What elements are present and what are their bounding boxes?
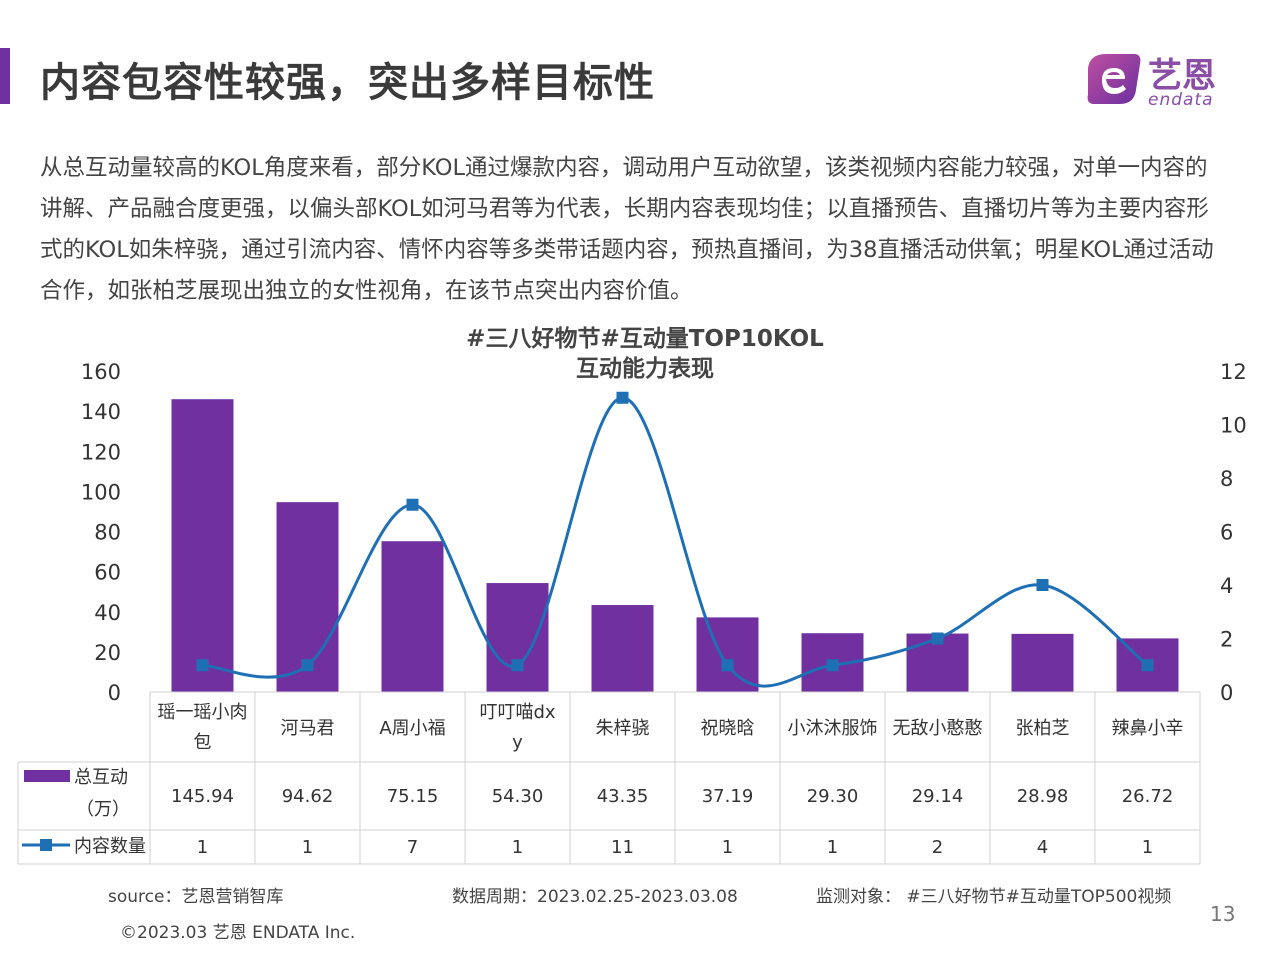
right-axis-tick-label: 8 bbox=[1220, 467, 1233, 491]
left-axis-tick-label: 140 bbox=[81, 400, 121, 424]
right-axis-tick-label: 0 bbox=[1220, 681, 1233, 705]
line-point bbox=[1036, 579, 1049, 591]
category-label: 张柏芝 bbox=[1016, 718, 1070, 739]
data-label-count: 1 bbox=[722, 837, 733, 858]
line-point bbox=[301, 659, 314, 672]
category-label: 河马君 bbox=[281, 718, 335, 739]
data-label-total: 94.62 bbox=[282, 786, 334, 807]
left-axis-tick-label: 80 bbox=[94, 521, 121, 545]
left-axis-tick-label: 0 bbox=[108, 681, 121, 705]
chart-title-block: #三八好物节#互动量TOP10KOL 互动能力表现 bbox=[345, 324, 945, 384]
footer-copyright: ©2023.03 艺恩 ENDATA Inc. bbox=[120, 923, 356, 943]
left-axis-tick-label: 100 bbox=[81, 480, 121, 504]
bar bbox=[1011, 633, 1074, 692]
right-axis-tick-label: 10 bbox=[1220, 414, 1247, 438]
line-point bbox=[616, 391, 629, 404]
legend-line-label: 内容数量 bbox=[74, 836, 146, 857]
data-label-total: 54.30 bbox=[492, 786, 544, 807]
data-label-total: 28.98 bbox=[1017, 786, 1069, 807]
right-axis-tick-label: 4 bbox=[1220, 574, 1233, 598]
right-axis-tick-label: 2 bbox=[1220, 628, 1233, 652]
right-axis-tick-label: 12 bbox=[1220, 360, 1247, 384]
category-label: 辣鼻小辛 bbox=[1112, 718, 1184, 739]
page-number: 13 bbox=[1210, 902, 1236, 926]
left-axis-tick-label: 120 bbox=[81, 440, 121, 464]
data-label-count: 7 bbox=[407, 837, 418, 858]
left-axis-tick-label: 20 bbox=[94, 641, 121, 665]
series-line bbox=[202, 396, 1149, 688]
data-label-total: 75.15 bbox=[387, 786, 439, 807]
endata-logo: 艺恩 endata bbox=[1082, 48, 1242, 118]
footer-target: 监测对象： #三八好物节#互动量TOP500视频 bbox=[816, 887, 1172, 907]
right-axis-tick-label: 6 bbox=[1220, 521, 1233, 545]
data-label-total: 145.94 bbox=[171, 786, 234, 807]
category-label: 无敌小憨憨 bbox=[893, 718, 983, 739]
data-label-count: 1 bbox=[302, 837, 313, 858]
category-label: A周小福 bbox=[379, 718, 445, 739]
bar bbox=[486, 583, 549, 692]
page-title: 内容包容性较强，突出多样目标性 bbox=[40, 60, 655, 106]
data-label-total: 29.14 bbox=[912, 786, 964, 807]
data-label-total: 26.72 bbox=[1122, 786, 1174, 807]
data-label-count: 1 bbox=[197, 837, 208, 858]
data-label-count: 1 bbox=[827, 837, 838, 858]
legend-line-marker bbox=[40, 839, 52, 851]
bar bbox=[381, 541, 444, 692]
legend-bar-label: 总互动（万） bbox=[74, 767, 130, 820]
left-axis-tick-label: 60 bbox=[94, 561, 121, 585]
line-point bbox=[1141, 659, 1154, 672]
line-point bbox=[931, 632, 944, 645]
category-label: 朱梓骁 bbox=[596, 718, 650, 739]
category-label: 小沐沐服饰 bbox=[788, 718, 878, 739]
bar bbox=[696, 617, 759, 692]
data-label-count: 4 bbox=[1037, 837, 1048, 858]
title-accent-bar bbox=[0, 48, 10, 104]
left-axis-tick-label: 160 bbox=[81, 360, 121, 384]
logo-text-cn: 艺恩 bbox=[1148, 56, 1216, 96]
bar bbox=[591, 605, 654, 692]
data-label-count: 2 bbox=[932, 837, 943, 858]
bar bbox=[171, 399, 234, 692]
logo-text-en: endata bbox=[1148, 90, 1214, 110]
legend-bar-swatch bbox=[24, 770, 70, 782]
line-point bbox=[721, 659, 734, 672]
category-label: 瑶一瑶小肉包 bbox=[158, 702, 248, 753]
data-label-count: 1 bbox=[1142, 837, 1153, 858]
chart-title: #三八好物节#互动量TOP10KOL bbox=[466, 326, 824, 352]
data-label-total: 37.19 bbox=[702, 786, 754, 807]
data-label-total: 43.35 bbox=[597, 786, 649, 807]
line-point bbox=[826, 659, 839, 672]
footer-source: source：艺恩营销智库 bbox=[108, 887, 284, 907]
category-label: 叮叮喵dx y bbox=[479, 702, 555, 753]
left-axis-tick-label: 40 bbox=[94, 601, 121, 625]
category-label: 祝晓晗 bbox=[701, 718, 755, 739]
footer-period: 数据周期：2023.02.25-2023.03.08 bbox=[452, 887, 738, 907]
line-point bbox=[511, 659, 524, 672]
endata-e-logo-icon bbox=[1087, 54, 1141, 104]
data-label-total: 29.30 bbox=[807, 786, 859, 807]
data-label-count: 1 bbox=[512, 837, 523, 858]
line-point bbox=[406, 498, 419, 511]
data-label-count: 11 bbox=[611, 837, 634, 858]
chart-subtitle: 互动能力表现 bbox=[576, 356, 714, 382]
line-point bbox=[196, 659, 209, 672]
intro-paragraph: 从总互动量较高的KOL角度来看，部分KOL通过爆款内容，调动用户互动欲望，该类视… bbox=[40, 155, 1214, 304]
